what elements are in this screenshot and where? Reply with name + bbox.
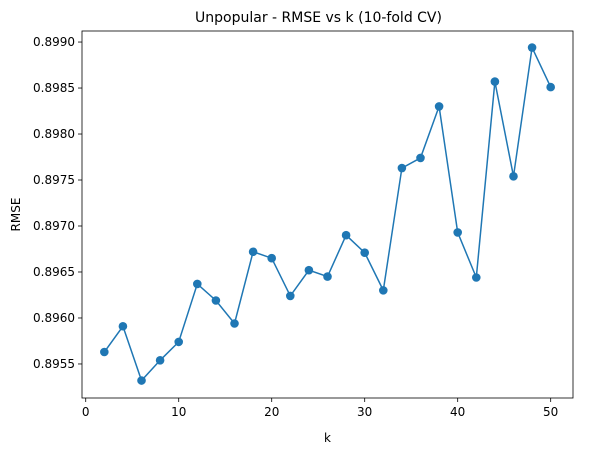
y-tick-label: 0.8970 [33,219,75,233]
y-tick-label: 0.8975 [33,173,75,187]
data-point [509,172,518,181]
x-axis-ticks: 0 10 20 30 40 50 [82,398,558,419]
x-axis-label: k [324,431,331,445]
data-point [248,247,258,257]
data-point [118,321,128,331]
y-tick-label: 0.8980 [33,127,75,141]
data-point [267,253,277,263]
x-tick-label: 10 [171,405,186,419]
y-tick-label: 0.8960 [33,311,75,325]
data-point [193,279,202,289]
y-axis-ticks: 0.8955 0.8960 0.8965 0.8970 0.8975 0.8980 0.89… [33,35,82,371]
data-point [434,102,444,111]
y-tick-label: 0.8965 [33,265,75,279]
series-line [103,44,552,382]
data-point [379,286,388,295]
axes-frame [81,30,574,399]
data-point [360,248,370,257]
data-point [137,376,146,385]
data-point [174,337,184,347]
y-tick-label: 0.8985 [33,81,75,95]
data-point [397,163,407,173]
data-point [490,77,500,86]
data-point [416,153,425,163]
data-point [211,296,221,305]
x-tick-label: 30 [357,405,372,419]
data-point [155,355,165,365]
data-point [304,265,314,275]
x-tick-label: 20 [264,405,279,419]
y-tick-label: 0.8955 [33,357,75,371]
data-point [341,230,351,240]
plot-area [100,43,555,385]
data-point [100,347,109,357]
data-point [471,273,481,282]
data-point [453,228,462,237]
x-tick-label: 50 [543,405,558,419]
x-tick-label: 0 [82,405,90,419]
y-axis-label: RMSE [9,198,23,232]
data-point [286,291,295,301]
chart-title: Unpopular - RMSE vs k (10-fold CV) [195,10,442,26]
x-tick-label: 40 [450,405,465,419]
data-point [323,272,332,281]
data-point [230,319,239,328]
y-tick-label: 0.8990 [33,35,75,49]
data-point [546,82,555,92]
data-point [527,43,537,52]
